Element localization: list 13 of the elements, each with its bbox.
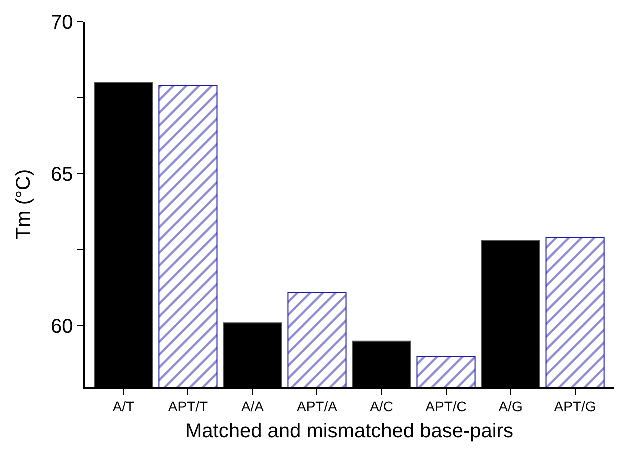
x-tick-label: APT/T	[168, 398, 208, 415]
x-tick-label: APT/C	[426, 398, 467, 415]
y-axis-title: Tm (°C)	[13, 169, 35, 240]
y-tick-label: 60	[51, 316, 74, 338]
x-tick-label: A/C	[370, 398, 394, 415]
x-tick-label: A/A	[241, 398, 265, 415]
x-tick-label: A/T	[112, 398, 136, 415]
x-tick-label: A/G	[498, 398, 523, 415]
x-axis-title: Matched and mismatched base-pairs	[186, 420, 514, 443]
y-tick-label: 65	[51, 164, 74, 186]
x-tick-label: APT/A	[297, 398, 338, 415]
y-tick-label: 70	[51, 12, 74, 34]
x-tick-label: APT/G	[554, 398, 596, 415]
